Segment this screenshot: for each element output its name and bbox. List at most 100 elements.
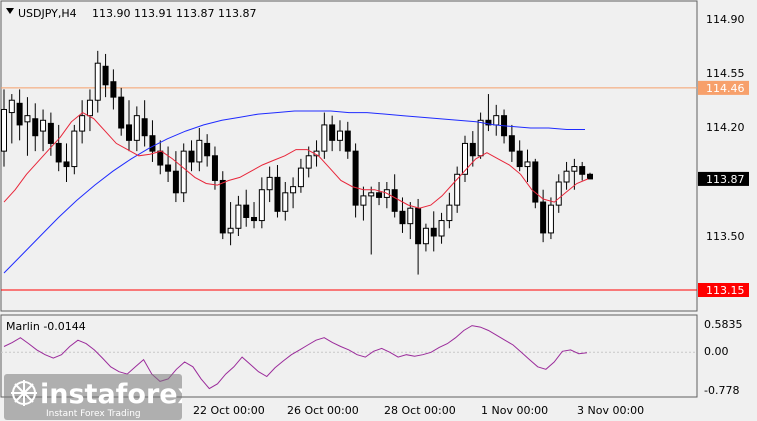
candle-bull — [180, 150, 187, 194]
svg-text:113.15: 113.15 — [706, 284, 745, 297]
symbol-arrow-icon — [6, 8, 14, 14]
candle-bear — [274, 176, 281, 212]
oscillator-axis-label: -0.778 — [704, 384, 739, 397]
watermark-tagline: Instant Forex Trading — [46, 409, 141, 419]
candle-bull — [71, 130, 78, 168]
price-tag-resistance: 114.46 — [698, 80, 749, 95]
candle-bull — [40, 119, 47, 132]
candle-bull — [571, 166, 578, 172]
candle-bull — [133, 115, 140, 141]
candle-bull — [493, 115, 500, 126]
candle-bear — [329, 124, 336, 141]
candle-bull — [524, 161, 531, 168]
candle-bear — [211, 155, 218, 181]
ma-long-line — [3, 110, 585, 274]
candle-bear — [485, 119, 492, 126]
candle-bear — [102, 65, 109, 86]
candle-bear — [415, 207, 422, 245]
oscillator-axis-label: 0.5835 — [704, 318, 743, 331]
candle-bear — [508, 135, 515, 152]
candle-bull — [438, 220, 445, 237]
candle-bull — [461, 142, 468, 175]
candle-bear — [243, 204, 250, 218]
candle-bull — [196, 139, 203, 163]
time-axis-label: 26 Oct 00:00 — [287, 404, 359, 417]
candle-bear — [579, 166, 586, 175]
svg-text:113.87: 113.87 — [706, 173, 745, 186]
time-axis-label: 3 Nov 00:00 — [577, 404, 644, 417]
candle-bear — [376, 192, 383, 198]
time-axis-label: 1 Nov 00:00 — [481, 404, 548, 417]
candle-bear — [141, 118, 148, 137]
candle-bull — [86, 99, 93, 117]
candle-bear — [430, 227, 437, 237]
price-tag-current: 113.87 — [698, 171, 749, 186]
price-axis-label: 113.50 — [706, 230, 745, 243]
candle-bear — [55, 142, 62, 163]
candle-bear — [352, 150, 359, 206]
candle-bear — [165, 164, 172, 172]
candle-bull — [547, 204, 554, 234]
candle-bull — [555, 181, 562, 206]
candle-bear — [16, 102, 23, 126]
candle-bear — [32, 118, 39, 137]
candle-bull — [321, 124, 328, 152]
candle-bull — [227, 227, 234, 234]
candle-bear — [126, 124, 133, 141]
candle-bull — [266, 176, 273, 191]
candle-bear — [344, 130, 351, 152]
ohlc-values: 113.90 113.91 113.87 113.87 — [92, 7, 256, 20]
symbol-label: USDJPY,H4 — [18, 7, 77, 20]
watermark-brand: instaforex — [40, 379, 182, 410]
candle-bull — [477, 119, 484, 157]
candle-bull — [368, 192, 375, 197]
candle-bear — [251, 216, 258, 222]
candle-bear — [188, 150, 195, 163]
candle-bull — [407, 207, 414, 225]
candle-bull — [422, 227, 429, 245]
candle-bear — [63, 161, 70, 168]
candle-bull — [305, 155, 312, 169]
candle-bear — [516, 150, 523, 168]
candle-bear — [149, 135, 156, 152]
price-panel — [0, 0, 698, 312]
marlin-oscillator-line — [3, 325, 588, 390]
time-axis-label: 22 Oct 00:00 — [193, 404, 265, 417]
price-axis-label: 114.90 — [706, 13, 745, 26]
instaforex-logo: instaforex Instant Forex Trading — [4, 374, 182, 420]
price-tag-support: 113.15 — [698, 283, 749, 297]
candle-bear — [532, 161, 539, 203]
candle-bull — [24, 115, 31, 123]
candle-bull — [446, 204, 453, 222]
candle-bear — [399, 210, 406, 225]
candle-bull — [290, 186, 297, 194]
candle-bull — [282, 192, 289, 212]
price-axis-label: 114.55 — [706, 67, 745, 80]
candle-bear — [157, 150, 164, 166]
candle-bear — [110, 81, 117, 98]
candle-bull — [8, 99, 15, 114]
candle-bear — [587, 173, 593, 180]
candle-bear — [540, 201, 547, 234]
candle-bull — [258, 189, 265, 222]
candle-bull — [563, 170, 570, 183]
candle-bull — [297, 167, 304, 188]
svg-text:114.46: 114.46 — [706, 82, 745, 95]
candle-bear — [204, 142, 211, 157]
candle-bull — [360, 195, 367, 206]
candle-bull — [94, 62, 101, 101]
instaforex-emblem-icon — [11, 380, 37, 406]
candle-bear — [391, 189, 398, 212]
candle-bear — [219, 179, 226, 234]
oscillator-axis-label: 0.00 — [704, 345, 729, 358]
candle-bull — [235, 204, 242, 229]
candle-bull — [79, 115, 86, 132]
candle-bull — [1, 108, 7, 152]
candle-bull — [454, 173, 461, 206]
candle-bear — [469, 142, 476, 157]
candle-bear — [47, 122, 54, 144]
price-axis-label: 114.20 — [706, 121, 745, 134]
time-axis-label: 28 Oct 00:00 — [384, 404, 456, 417]
candle-bear — [118, 96, 125, 129]
